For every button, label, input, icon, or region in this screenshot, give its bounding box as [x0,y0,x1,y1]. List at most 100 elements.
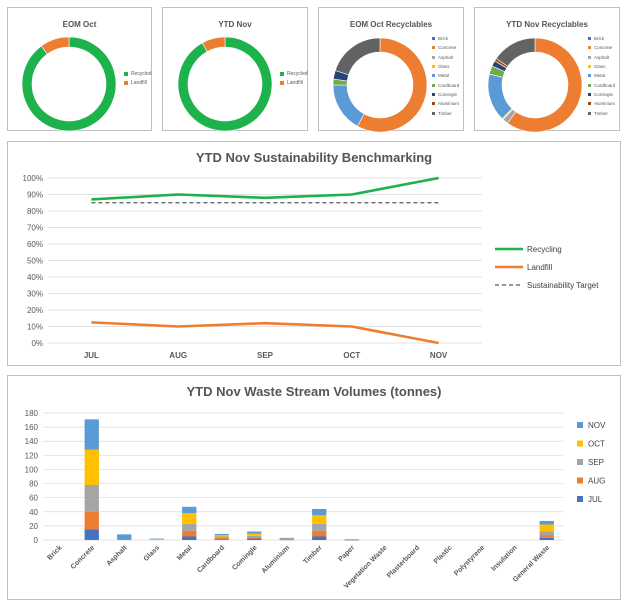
bar-concrete-nov [84,419,99,450]
bar-cardboard-jul [214,539,229,540]
legend-swatch [588,74,591,78]
legend-swatch [124,81,128,86]
legend-swatch [588,102,591,106]
bar-cardboard-nov [214,534,229,536]
donut-panel-eom-oct: EOM Oct Recycled Landfill [7,7,152,132]
donut-panel-ytd-nov: YTD Nov Recycled Landfill [162,7,308,132]
legend-label: NOV [588,421,606,430]
legend-item-aluminium: Aluminium [588,99,615,108]
donut-panel-eom-oct-recyclables: EOM Oct Recyclables Brick Concrete Asphalt… [318,7,464,132]
bar-aluminium-jul [279,539,294,541]
legend-label: Cardboard [594,82,616,88]
legend-label: Recycled [131,70,152,77]
donut-chart-ytd-nov [177,36,273,132]
y-tick-label: 100 [25,465,39,474]
y-tick-label: 50% [27,257,43,266]
legend-item-cardboard: Cardboard [588,80,615,89]
x-tick-label: Paper [337,544,356,563]
x-tick-label: General Waste [512,544,551,583]
bar-aluminium-oct [279,538,294,540]
x-tick-label: Plasterboard [386,544,421,579]
legend-label: JUL [588,495,603,504]
bar-timber-oct [312,515,327,524]
legend-label: Cardboard [438,82,460,88]
bar-chart-panel: YTD Nov Waste Stream Volumes (tonnes) 0 2… [7,375,621,600]
bar-comingle-jul [247,538,262,540]
x-tick-label: Concrete [70,544,96,570]
legend-item-landfill: Landfill [495,263,553,272]
legend-swatch [432,102,435,106]
bar-metal-oct [182,513,197,524]
slice-metal [332,84,365,127]
line-chart-panel: YTD Nov Sustainability Benchmarking 0% 10… [7,141,621,366]
bar-concrete-jul [84,529,99,540]
legend-swatch [432,65,435,69]
legend-item-concrete: Concrete [588,43,615,52]
bar-glass-nov [149,538,164,540]
bar-timber-sep [312,523,327,531]
x-tick-label: Glass [143,544,162,563]
bar-cardboard-oct [214,535,229,537]
legend-swatch [588,55,591,59]
legend-item-concrete: Concrete [432,43,459,52]
x-tick-label: Brick [46,544,63,561]
legend-label: SEP [588,458,604,467]
legend-label: Landfill [131,80,147,87]
legend-label: Glass [594,64,606,70]
chart-title: YTD Nov Sustainability Benchmarking [195,150,433,165]
legend-label: Concrete [594,45,613,51]
legend-label: Landfill [287,80,303,87]
legend-item-jul: JUL [577,495,603,504]
legend-item-asphalt: Asphalt [588,53,615,62]
legend-item-sustainability-target: Sustainability Target [495,281,599,290]
x-tick-label: OCT [343,351,360,360]
y-tick-label: 70% [27,224,43,233]
legend-swatch [577,440,583,447]
legend-label: Brick [438,36,448,42]
legend-item-glass: Glass [432,62,459,71]
slice-metal [487,73,513,120]
legend-item-aluminium: Aluminium [432,99,459,108]
slice-recycled [177,36,273,132]
legend-label: Glass [438,64,450,70]
x-tick-label: Asphalt [106,544,130,568]
y-tick-label: 180 [25,409,39,418]
y-tick-label: 0% [31,339,43,348]
x-tick-label: Cardboard [196,544,226,574]
y-tick-label: 80 [29,480,38,489]
donut-chart-eom-oct-recyclables [332,37,428,132]
legend-item-cardboard: Cardboard [432,80,459,89]
legend-label: AUG [588,477,605,486]
y-tick-label: 160 [25,423,39,432]
bar-comingle-sep [247,535,262,538]
bar-glass-oct [149,539,164,540]
y-tick-label: 40 [29,508,38,517]
legend: Brick Concrete Asphalt Glass Metal Cardboard C… [432,34,459,118]
bar-concrete-sep [84,484,99,512]
legend-label: Aluminium [438,101,460,107]
legend-label: Metal [594,73,606,79]
legend-item-recycled: Recycled [124,69,152,79]
x-tick-label: Metal [176,544,194,562]
slice-landfill [201,36,226,52]
x-tick-label: JUL [84,351,99,360]
x-tick-label: Polystyrene [453,544,486,577]
legend-label: Landfill [527,263,553,272]
x-tick-label: Plastic [433,544,454,565]
slice-concrete [507,37,583,132]
legend-label: Timber [438,110,452,116]
bar-timber-aug [312,530,327,537]
bar-aluminium-nov [279,537,294,539]
sustainability-line-chart: 0% 10% 20% 30% 40% 50% 60% 70% 80% 90% 100% JUL AUG S… [23,174,600,360]
legend-swatch [432,83,435,87]
y-tick-label: 60 [29,494,38,503]
legend-item-sep: SEP [577,458,604,467]
y-tick-label: 90% [27,191,43,200]
legend-swatch [432,74,435,78]
bar-comingle-oct [247,533,262,536]
legend-swatch [280,71,284,76]
bar-general-waste-jul [539,537,554,540]
legend-label: Asphalt [438,54,454,60]
bar-comingle-nov [247,531,262,534]
legend-item-asphalt: Asphalt [432,53,459,62]
